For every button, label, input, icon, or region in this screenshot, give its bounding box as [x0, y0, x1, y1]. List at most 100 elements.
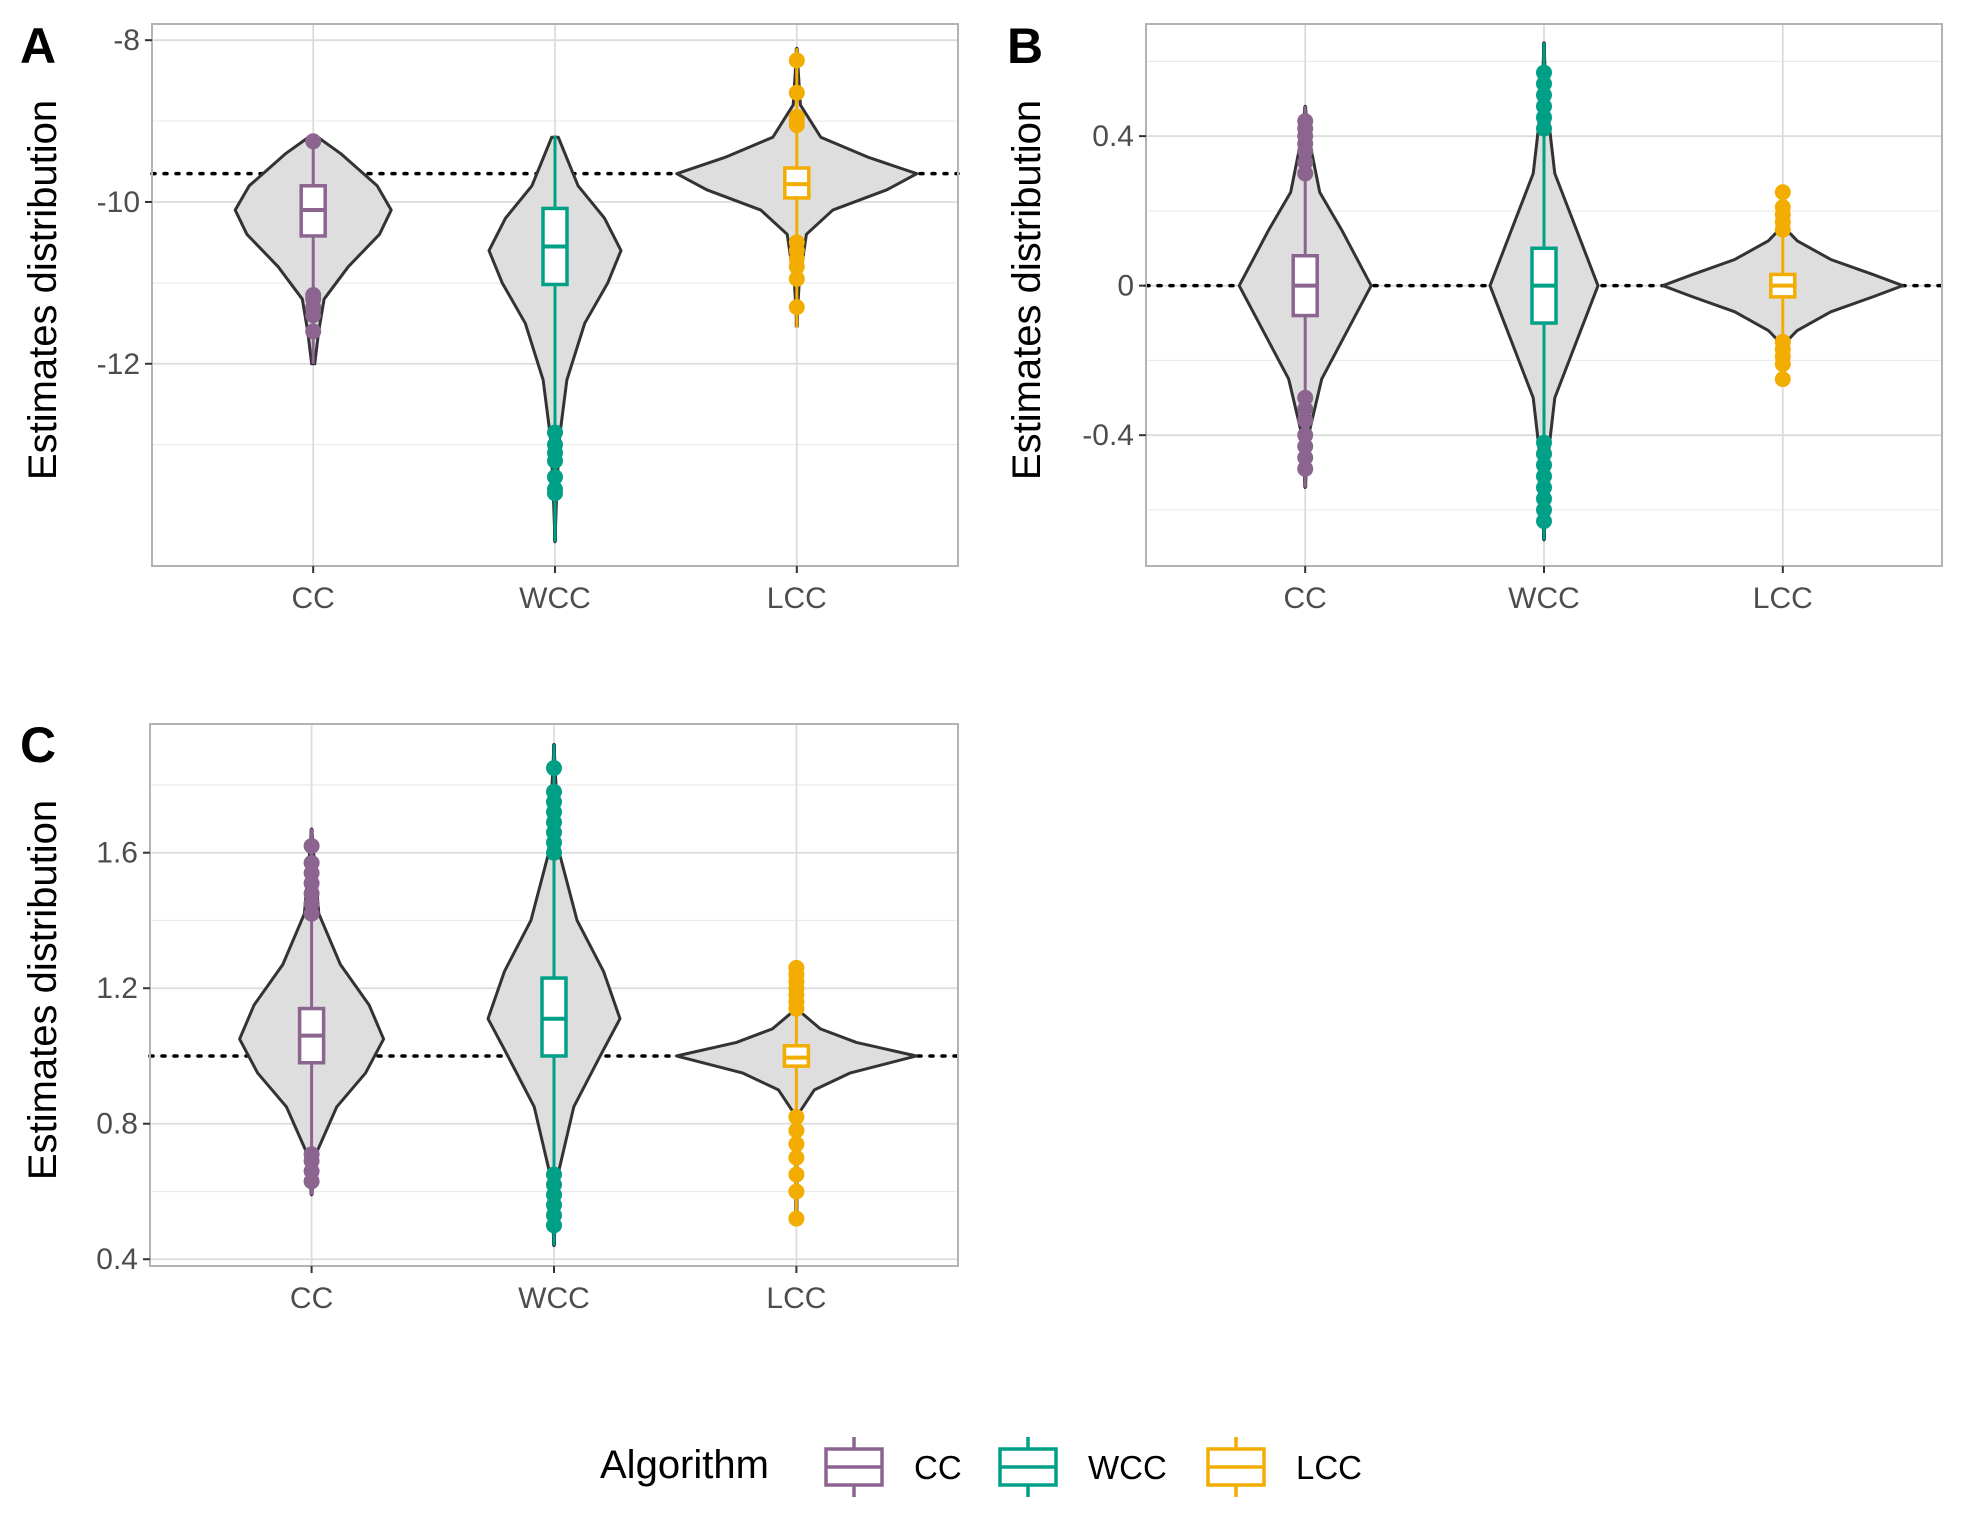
outlier-point: [305, 133, 322, 150]
outlier-point: [788, 270, 805, 287]
x-tick-label: LCC: [1753, 582, 1813, 615]
outlier-point: [303, 1146, 320, 1163]
panel-b: B Estimates distribution 0.4 0 -0.4 CC WCC L…: [1005, 18, 1944, 615]
outlier-point: [1774, 199, 1791, 216]
outlier-point: [1774, 184, 1791, 201]
outlier-point: [788, 1136, 805, 1153]
outlier-point: [788, 84, 805, 101]
outlier-point: [303, 854, 320, 871]
x-tick-label: CC: [290, 1282, 333, 1315]
panel-c: C Estimates distribution 1.6 1.2 0.8 0.4 CC…: [20, 717, 960, 1315]
outlier-point: [1536, 490, 1552, 507]
outlier-point: [1536, 64, 1552, 81]
outlier-point: [788, 1149, 805, 1166]
outlier-point: [1774, 356, 1791, 373]
outlier-point: [547, 452, 563, 469]
outlier-point: [788, 1108, 805, 1125]
panel-c-x-axis: CC WCC LCC: [290, 1266, 826, 1315]
outlier-point: [547, 424, 563, 441]
x-tick-label: LCC: [766, 1282, 826, 1315]
legend-key-lcc: LCC: [1206, 1437, 1362, 1497]
panel-b-x-axis: CC WCC LCC: [1284, 566, 1813, 615]
panel-b-tag: B: [1007, 18, 1043, 74]
outlier-point: [788, 258, 805, 275]
legend-label-wcc: WCC: [1088, 1449, 1167, 1486]
outlier-point: [546, 783, 562, 800]
outlier-point: [546, 760, 562, 777]
outlier-point: [1536, 445, 1552, 462]
y-tick-label: -8: [113, 24, 140, 57]
panel-a-tag: A: [20, 18, 56, 74]
outlier-point: [788, 117, 805, 134]
y-tick-label: 0.4: [1092, 120, 1134, 153]
y-tick-label: -12: [97, 348, 140, 381]
outlier-point: [1297, 401, 1314, 418]
outlier-point: [788, 1210, 805, 1227]
x-tick-label: CC: [1284, 582, 1327, 615]
x-tick-label: WCC: [518, 1282, 590, 1315]
legend-title: Algorithm: [600, 1443, 769, 1487]
panel-a-ylabel: Estimates distribution: [21, 100, 65, 480]
outlier-point: [546, 1166, 562, 1183]
panel-c-ylabel: Estimates distribution: [21, 800, 65, 1180]
panel-b-y-axis: 0.4 0 -0.4: [1082, 120, 1146, 452]
y-tick-label: 0.8: [96, 1108, 138, 1141]
panel-c-y-axis: 1.6 1.2 0.8 0.4: [96, 837, 150, 1276]
outlier-point: [1536, 457, 1552, 474]
outlier-point: [303, 837, 320, 854]
x-tick-label: WCC: [519, 582, 591, 615]
panel-a-y-axis: -8 -10 -12: [97, 24, 152, 381]
outlier-point: [1536, 513, 1552, 530]
outlier-point: [1774, 371, 1791, 388]
y-tick-label: 1.2: [96, 972, 138, 1005]
y-tick-label: 0.4: [96, 1243, 138, 1276]
outlier-point: [1297, 113, 1314, 130]
outlier-point: [788, 299, 805, 316]
panel-b-plot-area: [1144, 24, 1944, 566]
x-tick-label: LCC: [767, 582, 827, 615]
outlier-point: [547, 469, 563, 486]
outlier-point: [1536, 109, 1552, 126]
outlier-point: [788, 959, 805, 976]
outlier-point: [1297, 165, 1314, 182]
outlier-point: [305, 323, 322, 340]
outlier-point: [1536, 479, 1552, 496]
outlier-point: [1536, 98, 1552, 115]
legend-key-wcc: WCC: [998, 1437, 1167, 1497]
panel-a-x-axis: CC WCC LCC: [292, 566, 827, 615]
panel-a-plot-area: [150, 24, 960, 566]
outlier-point: [1297, 412, 1314, 429]
outlier-point: [1536, 120, 1552, 137]
outlier-point: [1297, 154, 1314, 171]
legend-label-lcc: LCC: [1296, 1449, 1362, 1486]
legend: Algorithm CC WCC LCC: [600, 1437, 1362, 1497]
outlier-point: [788, 1122, 805, 1139]
legend-label-cc: CC: [914, 1449, 962, 1486]
x-tick-label: WCC: [1508, 582, 1580, 615]
outlier-point: [1536, 501, 1552, 518]
outlier-point: [788, 1183, 805, 1200]
y-tick-label: -0.4: [1082, 419, 1134, 452]
outlier-point: [1297, 427, 1314, 444]
y-tick-label: 1.6: [96, 837, 138, 870]
outlier-point: [305, 307, 322, 324]
panel-b-ylabel: Estimates distribution: [1005, 100, 1049, 480]
panel-a: A Estimates distribution -8 -10 -12 CC WCC L…: [20, 18, 960, 615]
outlier-point: [1297, 438, 1314, 455]
legend-keys: CC WCC LCC: [824, 1437, 1362, 1497]
x-tick-label: CC: [292, 582, 335, 615]
outlier-point: [1536, 434, 1552, 451]
outlier-point: [1536, 87, 1552, 104]
panel-c-plot-area: [148, 724, 960, 1266]
outlier-point: [788, 1166, 805, 1183]
outlier-point: [788, 52, 805, 69]
outlier-point: [547, 485, 563, 502]
legend-key-cc: CC: [824, 1437, 962, 1497]
outlier-point: [1536, 468, 1552, 485]
outlier-point: [1536, 75, 1552, 92]
outlier-point: [1297, 460, 1314, 477]
y-tick-label: 0: [1117, 270, 1134, 303]
panel-c-tag: C: [20, 717, 56, 773]
y-tick-label: -10: [97, 186, 140, 219]
